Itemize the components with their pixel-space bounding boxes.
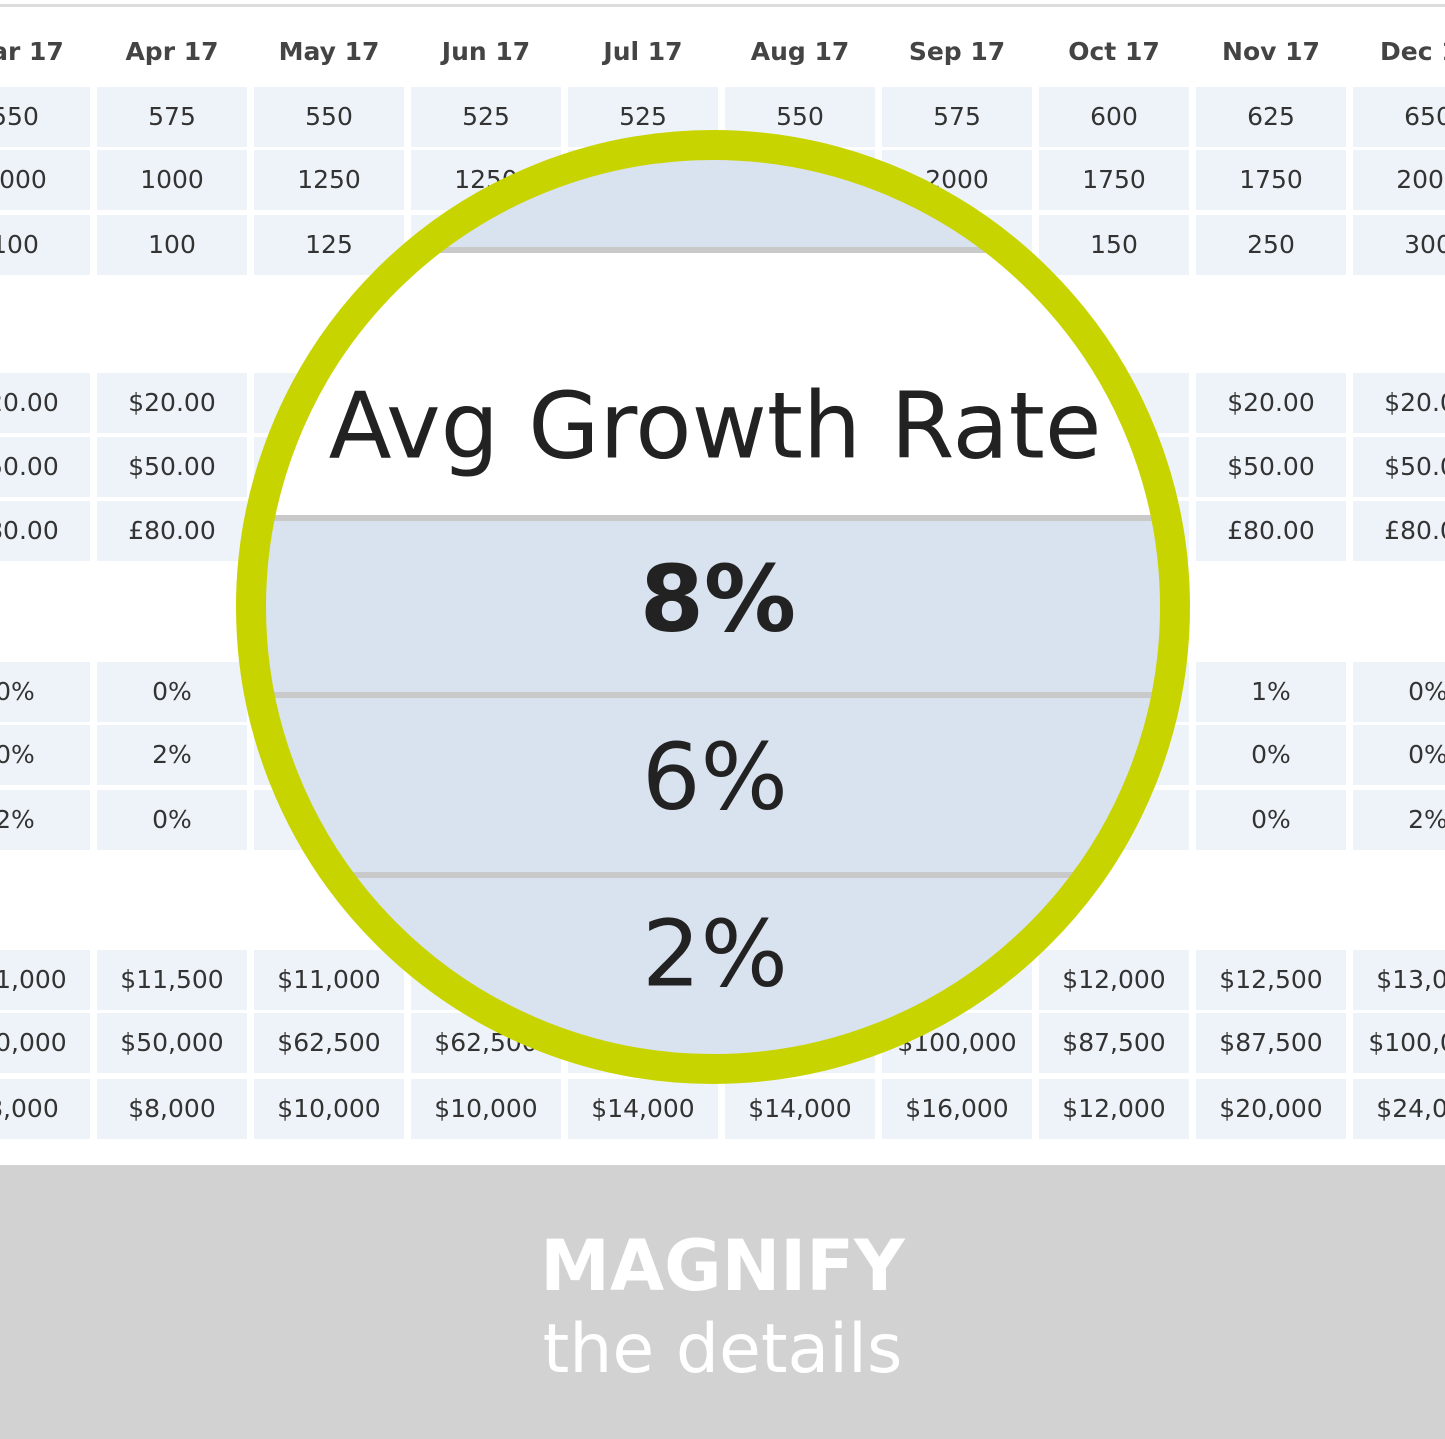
table-cell: $14,000 [568,1079,718,1139]
table-cell: 550 [0,87,90,147]
banner: MAGNIFY the details [0,1165,1445,1439]
table-cell: $87,500 [1039,1013,1189,1073]
magnifier: Avg Growth Rate 8% 6% 2% [236,130,1190,1084]
table-cell: $12,500 [1196,950,1346,1010]
table-cell: 650 [1353,87,1445,147]
table-cell: $12,000 [1039,1079,1189,1139]
table-cell: $24,000 [1353,1079,1445,1139]
column-header: Oct 17 [1068,37,1160,66]
table-cell: $50,000 [0,1013,90,1073]
table-cell: $20,000 [1196,1079,1346,1139]
column-header: Jul 17 [603,37,683,66]
table-cell: $87,500 [1196,1013,1346,1073]
table-cell: 250 [1196,215,1346,275]
table-cell: $8,000 [97,1079,247,1139]
table-cell: $20.00 [97,373,247,433]
column-header: Nov 17 [1222,37,1320,66]
table-cell: 0% [0,662,90,722]
table-cell: 1% [1196,662,1346,722]
magnified-value: 2% [642,900,788,1007]
table-cell: $62,500 [254,1013,404,1073]
table-cell: $50,000 [97,1013,247,1073]
column-header: May 17 [278,37,380,66]
table-cell: 0% [1353,662,1445,722]
table-cell: 300 [1353,215,1445,275]
magnified-header: Avg Growth Rate [329,372,1102,479]
column-header: Sep 17 [908,37,1006,66]
top-rule [0,4,1445,7]
table-cell: $8,000 [0,1079,90,1139]
column-header: Jun 17 [441,37,531,66]
column-header: Aug 17 [750,37,850,66]
table-cell: 525 [411,87,561,147]
banner-subtitle: the details [542,1310,903,1389]
table-cell: 0% [97,662,247,722]
table-cell: 100 [97,215,247,275]
table-cell: $50.00 [1196,437,1346,497]
table-cell: 575 [97,87,247,147]
table-cell: $50.00 [0,437,90,497]
table-cell: £80.00 [97,501,247,561]
column-header: Mar 17 [0,37,64,66]
table-cell: 1250 [254,150,404,210]
table-cell: $20.00 [1196,373,1346,433]
table-cell: $100,000 [1353,1013,1445,1073]
table-cell: 2% [1353,790,1445,850]
table-cell: 125 [254,215,404,275]
lens-ring [236,130,1190,1084]
table-cell: 575 [882,87,1032,147]
banner-title: MAGNIFY [540,1225,905,1307]
table-cell: $11,000 [254,950,404,1010]
table-cell: $12,000 [1039,950,1189,1010]
table-cell: $11,000 [0,950,90,1010]
table-cell: 1750 [1196,150,1346,210]
table-cell: £80.00 [1196,501,1346,561]
column-header: Apr 17 [125,37,219,66]
table-cell: $14,000 [725,1079,875,1139]
magnified-value: 6% [642,723,788,830]
table-cell: £80.00 [1353,501,1445,561]
table-cell: 2% [97,725,247,785]
table-cell: $20.00 [0,373,90,433]
table-cell: 150 [1039,215,1189,275]
table-cell: 100 [0,215,90,275]
table-cell: 0% [1196,790,1346,850]
table-cell: 2% [0,790,90,850]
table-cell: $11,500 [97,950,247,1010]
table-cell: 600 [1039,87,1189,147]
table-cell: 0% [1353,725,1445,785]
table-cell: $10,000 [411,1079,561,1139]
table-cell: $20.00 [1353,373,1445,433]
magnified-value: 8% [640,545,796,652]
table-cell: 0% [1196,725,1346,785]
table-cell: 550 [254,87,404,147]
table-cell: 2000 [1353,150,1445,210]
table-cell: $50.00 [1353,437,1445,497]
column-header: Dec 17 [1379,37,1445,66]
table-cell: $13,000 [1353,950,1445,1010]
table-cell: 1000 [97,150,247,210]
table-cell: 0% [97,790,247,850]
table-cell: $16,000 [882,1079,1032,1139]
table-cell: $50.00 [97,437,247,497]
table-cell: $10,000 [254,1079,404,1139]
table-cell: 1750 [1039,150,1189,210]
table-cell: 625 [1196,87,1346,147]
table-cell: 1000 [0,150,90,210]
table-cell: 0% [0,725,90,785]
table-cell: £80.00 [0,501,90,561]
